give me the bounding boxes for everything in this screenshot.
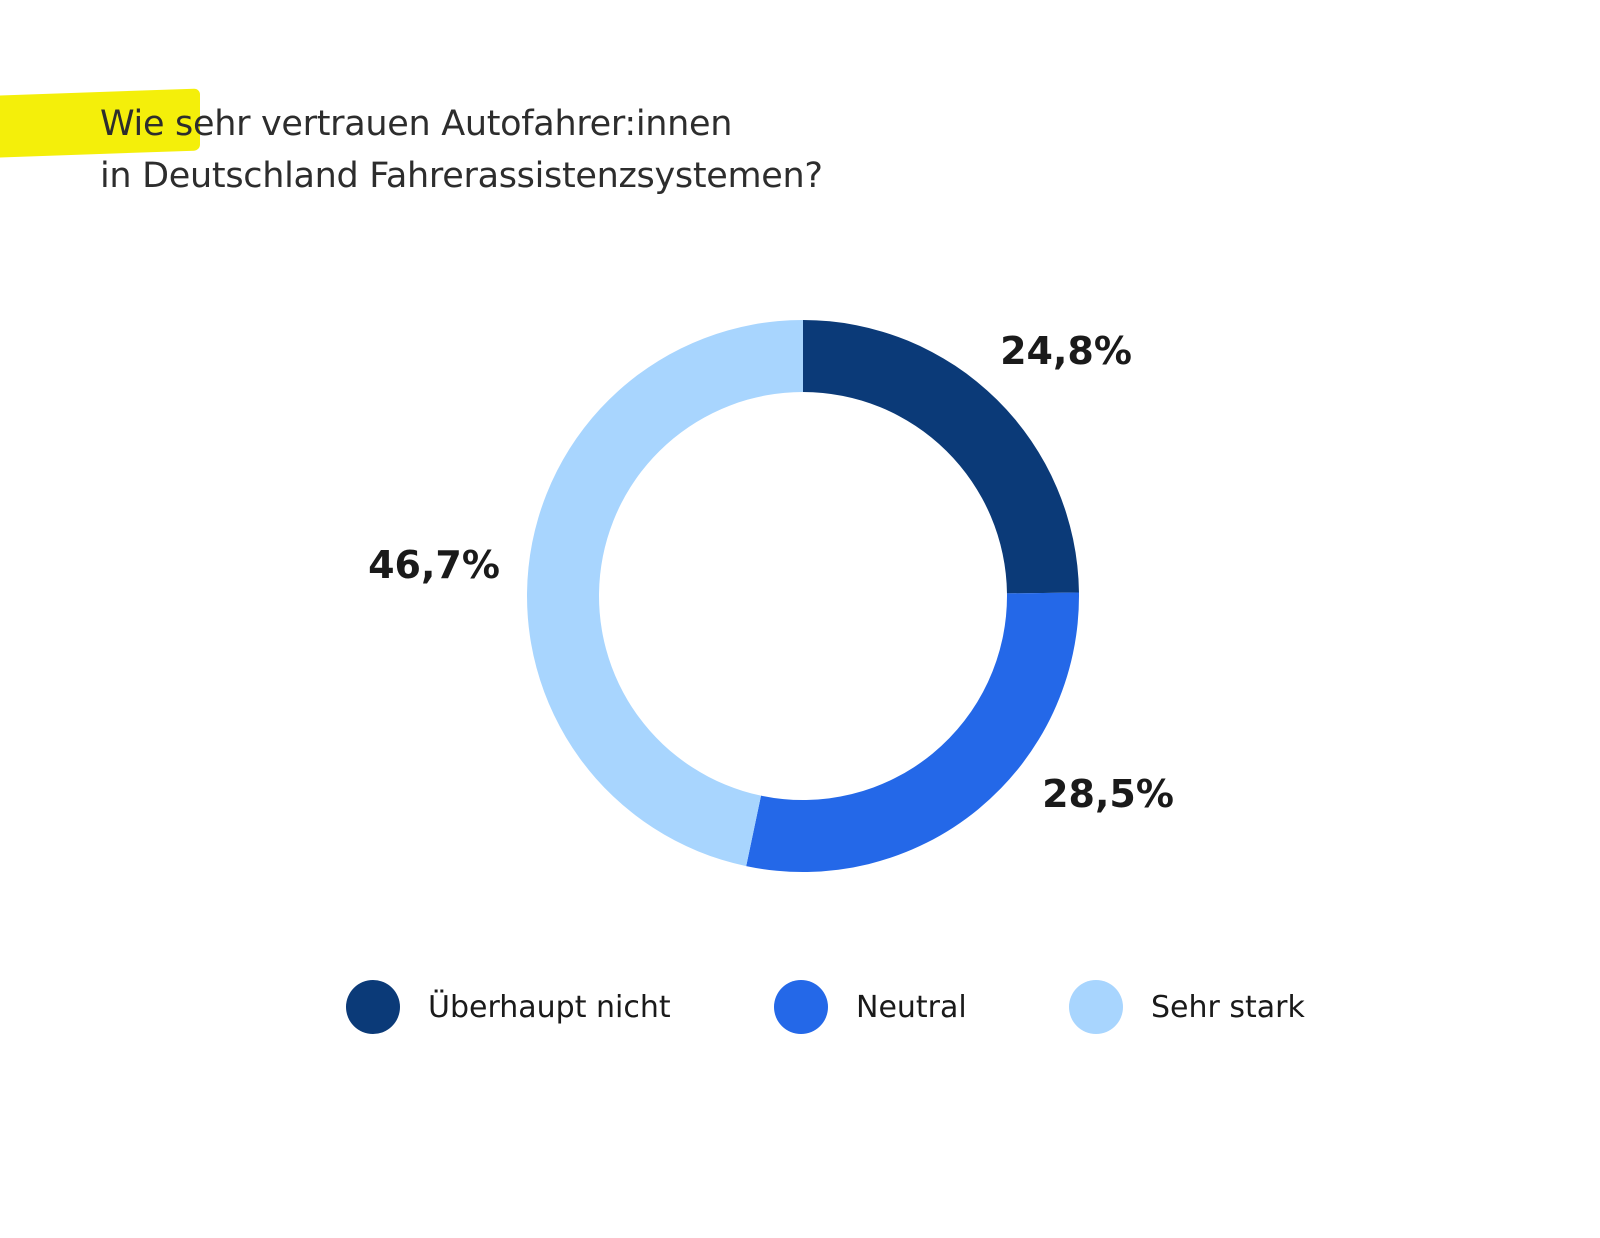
legend-label-sehr-stark: Sehr stark (1151, 989, 1305, 1025)
legend-swatch-neutral (774, 980, 828, 1034)
legend-item-ueberhaupt-nicht: Überhaupt nicht (346, 976, 671, 1038)
legend-swatch-sehr-stark (1069, 980, 1123, 1034)
legend-swatch-ueberhaupt-nicht (346, 980, 400, 1034)
legend-item-sehr-stark: Sehr stark (1069, 976, 1305, 1038)
donut-slice-sehr-stark (527, 320, 803, 867)
legend-label-neutral: Neutral (856, 989, 967, 1025)
donut-chart: 24,8% 28,5% 46,7% (368, 320, 1174, 872)
data-label-ueberhaupt-nicht: 24,8% (1000, 329, 1132, 373)
legend-label-ueberhaupt-nicht: Überhaupt nicht (428, 989, 671, 1025)
data-label-sehr-stark: 46,7% (368, 543, 500, 587)
chart-title-line-2: in Deutschland Fahrerassistenzsystemen? (100, 156, 823, 196)
data-label-neutral: 28,5% (1042, 772, 1174, 816)
donut-slice-neutral (746, 592, 1079, 872)
chart-title: Wie sehr vertrauen Autofahrer:innen in D… (100, 98, 823, 202)
donut-slice-ueberhaupt-nicht (803, 320, 1079, 594)
chart-title-line-1: Wie sehr vertrauen Autofahrer:innen (100, 104, 733, 144)
legend-item-neutral: Neutral (774, 976, 967, 1038)
chart-legend: Überhaupt nicht Neutral Sehr stark (0, 976, 1600, 1038)
